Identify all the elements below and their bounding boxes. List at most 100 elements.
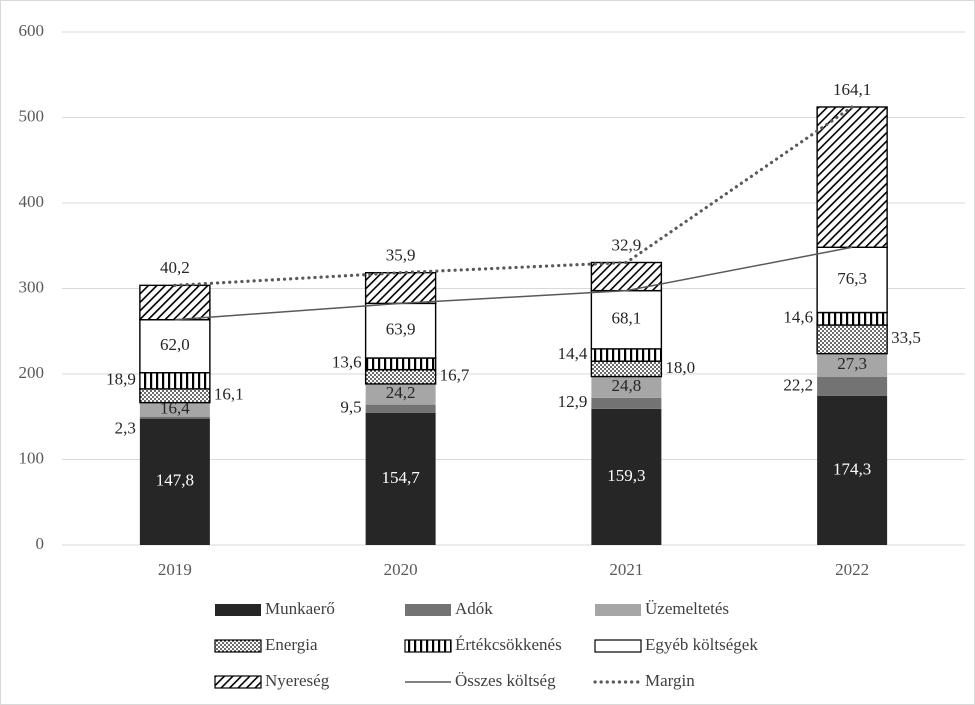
x-tick-label: 2021 <box>609 560 643 579</box>
y-tick-label: 300 <box>19 277 45 296</box>
legend-label: Munkaerő <box>265 599 335 618</box>
bar-segment <box>139 418 210 545</box>
data-label: 68,1 <box>612 309 642 328</box>
x-axis-ticks: 2019 2020 2021 2022 <box>158 560 869 579</box>
margin-line <box>173 105 854 287</box>
bar-segment <box>590 289 663 350</box>
data-label: 16,7 <box>440 366 470 385</box>
bar-segment <box>139 372 211 390</box>
legend-item: Energia <box>214 635 318 654</box>
legend-label: Összes költség <box>455 671 556 690</box>
bar-segment <box>817 376 888 396</box>
data-label: 16,1 <box>214 385 244 404</box>
y-tick-label: 200 <box>19 363 45 382</box>
legend-label: Üzemeltetés <box>645 599 729 618</box>
bar-segment <box>590 348 663 362</box>
bar-segment <box>816 246 888 314</box>
legend-item: Üzemeltetés <box>595 599 729 618</box>
y-tick-label: 100 <box>19 448 45 467</box>
data-label: 159,3 <box>607 466 645 485</box>
bar-segment <box>139 416 210 419</box>
bar-segment <box>365 383 436 405</box>
data-label: 2,3 <box>115 419 136 438</box>
data-label: 174,3 <box>833 459 871 478</box>
legend-label: Nyereség <box>265 671 330 690</box>
legend-label: Margin <box>645 671 695 690</box>
y-tick-label: 0 <box>36 534 45 553</box>
data-label: 9,5 <box>340 398 361 417</box>
y-tick-label: 600 <box>19 21 45 40</box>
bar-segment <box>364 271 437 305</box>
bar-segment <box>590 360 663 378</box>
data-label: 27,3 <box>837 354 867 373</box>
legend-label: Értékcsökkenés <box>455 635 562 654</box>
data-label: 14,4 <box>558 344 588 363</box>
data-label: 147,8 <box>156 471 194 490</box>
bar-segment <box>365 412 436 545</box>
bar-segment <box>365 404 436 413</box>
bars <box>139 106 888 545</box>
y-axis-ticks: 0 100 200 300 400 500 600 <box>19 21 45 553</box>
legend-swatch <box>214 675 262 689</box>
x-tick-label: 2020 <box>384 560 418 579</box>
bar-segment <box>139 284 211 321</box>
data-label: 40,2 <box>160 258 190 277</box>
gridlines <box>62 31 965 546</box>
legend-item: Összes költség <box>405 671 556 690</box>
legend-item: Értékcsökkenés <box>404 635 562 654</box>
legend-label: Energia <box>265 635 318 654</box>
legend-swatch <box>214 639 262 653</box>
legend-item: Munkaerő <box>215 599 335 618</box>
data-label: 13,6 <box>332 353 362 372</box>
legend-swatch <box>405 604 451 616</box>
data-label: 24,8 <box>612 376 642 395</box>
legend: Munkaerő Adók Üzemeltetés Energia Értékcsökk… <box>214 599 758 690</box>
x-tick-label: 2022 <box>835 560 869 579</box>
series-lines <box>173 105 854 321</box>
data-label: 35,9 <box>386 246 416 265</box>
y-tick-label: 400 <box>19 192 45 211</box>
data-label: 33,5 <box>891 328 921 347</box>
bar-segment <box>590 261 663 292</box>
legend-item: Egyéb költségek <box>594 635 758 654</box>
data-label: 32,9 <box>612 235 642 254</box>
legend-item: Nyereség <box>214 671 330 690</box>
total-cost-line <box>174 246 853 321</box>
legend-item: Margin <box>593 671 695 690</box>
legend-label: Adók <box>455 599 493 618</box>
data-label: 164,1 <box>833 80 871 99</box>
bar-segment <box>816 324 888 355</box>
bar-segment <box>817 395 888 545</box>
data-label: 12,9 <box>558 392 588 411</box>
legend-swatch <box>594 639 642 653</box>
legend-swatch <box>215 604 261 616</box>
bar-segment <box>139 402 210 417</box>
bar-segment <box>817 353 888 377</box>
data-label: 18,9 <box>106 370 136 389</box>
data-label: 22,2 <box>783 375 813 394</box>
data-label: 76,3 <box>837 269 867 288</box>
legend-swatch <box>404 639 452 653</box>
data-label: 18,0 <box>665 358 695 377</box>
bar-segment <box>816 311 888 326</box>
data-label: 62,0 <box>160 335 190 354</box>
bar-segment <box>816 106 888 248</box>
bar-segment <box>364 302 437 359</box>
bar-segment <box>591 376 662 398</box>
bar-segment <box>364 357 437 371</box>
data-label: 14,6 <box>783 308 813 327</box>
data-label: 63,9 <box>386 320 416 339</box>
bar-segment <box>591 408 662 545</box>
legend-label: Egyéb költségek <box>645 635 758 654</box>
bar-segment <box>591 397 662 409</box>
legend-item: Adók <box>405 599 493 618</box>
data-label: 154,7 <box>382 468 421 487</box>
legend-swatch <box>595 604 641 616</box>
data-labels: 147,8 2,3 16,4 16,1 18,9 62,0 40,2 154,7 9,5 24,2… <box>106 80 921 490</box>
data-label: 24,2 <box>386 383 416 402</box>
x-tick-label: 2019 <box>158 560 192 579</box>
data-label: 16,4 <box>160 399 190 418</box>
bar-segment <box>364 368 437 385</box>
y-tick-label: 500 <box>19 106 45 125</box>
